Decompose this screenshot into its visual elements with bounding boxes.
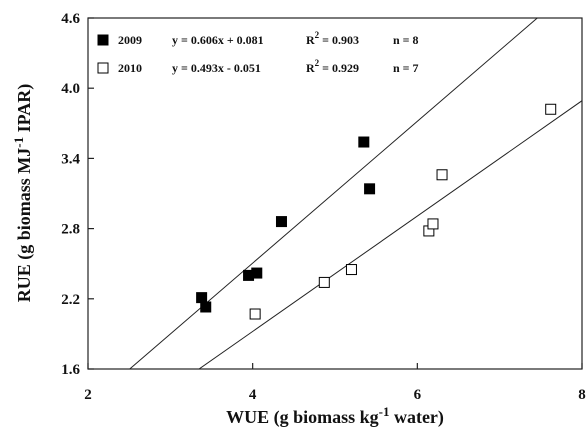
y-tick-label: 1.6 (61, 362, 80, 378)
legend-n-2010: n = 7 (393, 61, 419, 75)
fit-lines (128, 18, 582, 369)
legend-name-2009: 2009 (118, 33, 142, 47)
y-axis-label: RUE (g biomass MJ-1 IPAR) (11, 84, 35, 303)
legend-equation-2009: y = 0.606x + 0.081 (172, 33, 264, 47)
y-tick-label: 2.2 (61, 292, 80, 308)
x-tick-label: 6 (414, 387, 422, 403)
legend-r2-2009: R2 = 0.903 (306, 30, 359, 47)
legend-marker-2010 (97, 62, 109, 74)
point-2010 (427, 218, 439, 230)
fit-line-2010 (198, 100, 582, 369)
point-2010 (436, 169, 448, 181)
x-tick-label: 8 (578, 387, 586, 403)
x-axis-label: WUE (g biomass kg-1 water) (226, 404, 444, 428)
y-tick-label: 3.4 (61, 151, 80, 167)
data-points (196, 103, 557, 320)
point-2009 (251, 267, 263, 279)
legend-name-2010: 2010 (118, 61, 142, 75)
x-tick-label: 4 (249, 387, 257, 403)
fit-line-2009 (128, 18, 539, 369)
point-2010 (545, 103, 557, 115)
point-2009 (364, 183, 376, 195)
point-2010 (318, 276, 330, 288)
legend-marker-2009 (97, 34, 109, 46)
point-2009 (196, 292, 208, 304)
legend: 2009 y = 0.606x + 0.081 R2 = 0.903 n = 8 201… (97, 30, 419, 75)
y-tick-label: 4.6 (61, 11, 80, 27)
y-tick-label: 2.8 (61, 222, 80, 238)
y-tick-label: 4.0 (61, 81, 80, 97)
plot-frame (87, 17, 583, 370)
point-2010 (249, 308, 261, 320)
legend-n-2009: n = 8 (393, 33, 419, 47)
axis-ticks: 2 4 6 8 1.6 2.2 2.8 3.4 4.0 4.6 (61, 11, 586, 403)
legend-equation-2010: y = 0.493x - 0.051 (172, 61, 261, 75)
legend-r2-2010: R2 = 0.929 (306, 58, 359, 75)
point-2010 (345, 264, 357, 276)
x-tick-label: 2 (84, 387, 92, 403)
point-2009 (358, 136, 370, 148)
point-2009 (275, 216, 287, 228)
point-2009 (200, 301, 212, 313)
